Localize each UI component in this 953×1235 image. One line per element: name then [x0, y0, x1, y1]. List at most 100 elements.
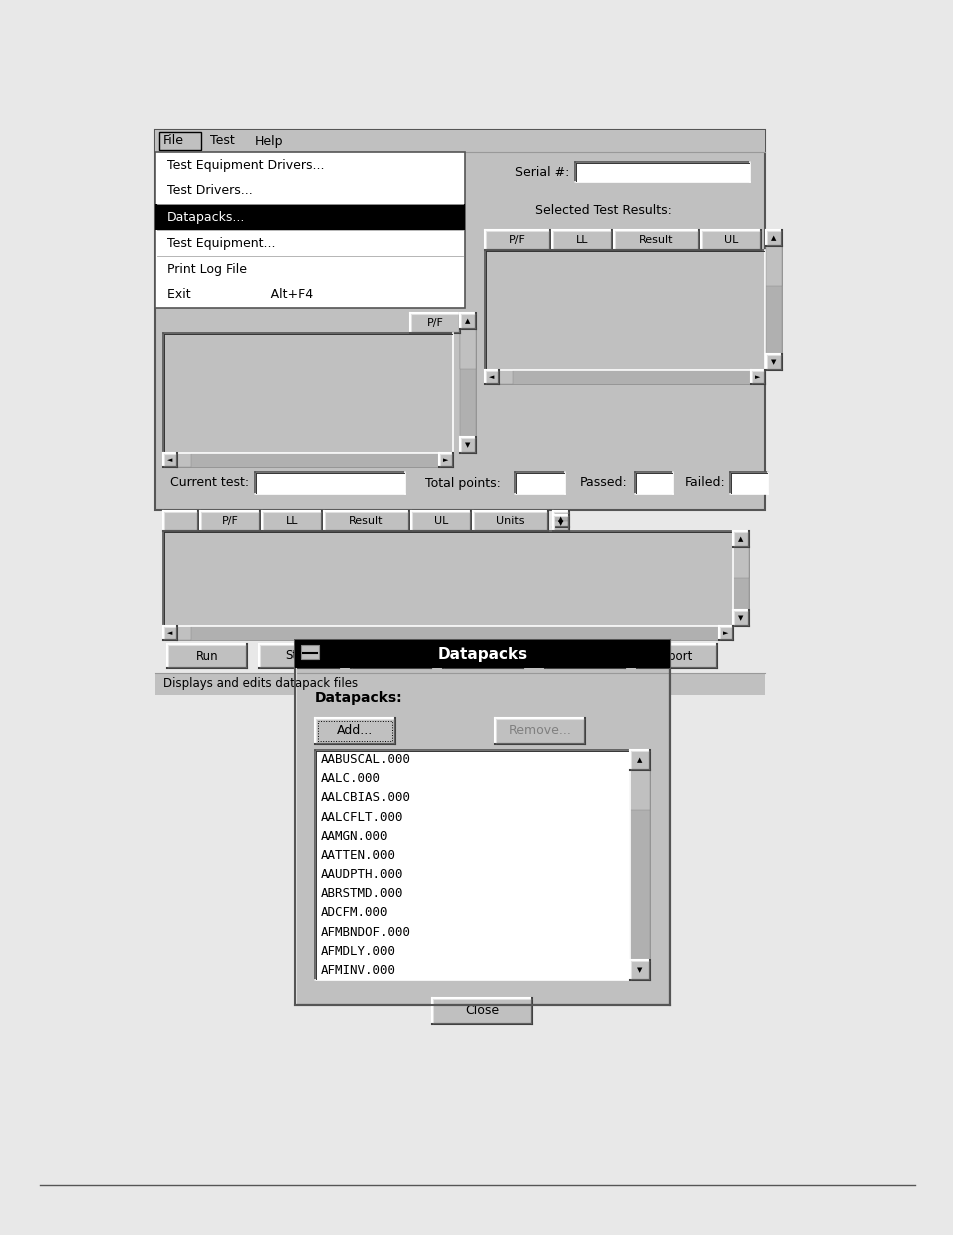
Bar	[351, 643, 431, 668]
Text: File: File	[163, 135, 184, 147]
Text: UL: UL	[723, 235, 738, 245]
Bar	[154, 673, 764, 695]
Bar	[765, 246, 781, 287]
Text: AAUDPTH.000: AAUDPTH.000	[320, 868, 403, 881]
Text: AFMBNDOF.000: AFMBNDOF.000	[320, 925, 411, 939]
Bar	[765, 230, 781, 246]
Bar	[629, 750, 649, 981]
Bar	[254, 472, 405, 494]
Bar	[732, 547, 748, 610]
Bar	[324, 511, 409, 531]
Text: Passed:: Passed:	[579, 477, 627, 489]
Bar	[200, 511, 260, 531]
Bar	[732, 531, 748, 626]
Bar	[553, 515, 568, 531]
Bar	[177, 453, 191, 467]
Bar	[729, 472, 767, 494]
Text: Test Equipment...: Test Equipment...	[167, 236, 275, 249]
Bar	[163, 453, 453, 467]
Text: AALC.000: AALC.000	[320, 772, 380, 785]
Bar	[553, 521, 568, 527]
Bar	[553, 511, 568, 527]
Text: AABUSCAL.000: AABUSCAL.000	[320, 753, 411, 766]
Bar	[614, 230, 699, 249]
Bar	[484, 230, 550, 249]
Bar	[473, 511, 547, 531]
Bar	[484, 370, 764, 384]
Text: LL: LL	[576, 235, 588, 245]
Text: Rerun: Rerun	[567, 650, 601, 662]
Bar	[700, 230, 760, 249]
Text: Datapacks: Datapacks	[437, 646, 527, 662]
Bar	[154, 152, 464, 308]
Bar	[459, 437, 476, 453]
Bar	[553, 511, 568, 531]
Text: Total points:: Total points:	[424, 477, 500, 489]
Text: Failed:: Failed:	[684, 477, 725, 489]
Bar	[553, 515, 568, 527]
Bar	[163, 531, 732, 626]
Text: ►: ►	[755, 374, 760, 380]
Text: Help: Help	[254, 135, 283, 147]
Text: Print Log File: Print Log File	[167, 263, 247, 275]
Bar	[484, 249, 764, 370]
Bar	[317, 721, 392, 741]
Bar	[732, 531, 748, 547]
Bar	[629, 769, 649, 810]
Text: Datapacks...: Datapacks...	[167, 210, 245, 224]
Text: ▲: ▲	[738, 536, 743, 542]
Text: ▼: ▼	[738, 615, 743, 621]
Bar	[314, 750, 629, 981]
Text: ◄: ◄	[167, 630, 172, 636]
Text: Restart: Restart	[369, 650, 412, 662]
Text: ►: ►	[443, 457, 448, 463]
Bar	[765, 230, 781, 370]
Text: P/F: P/F	[426, 317, 443, 329]
Text: ADCFM.000: ADCFM.000	[320, 906, 388, 919]
Bar	[294, 640, 669, 668]
Bar	[154, 204, 464, 230]
Bar	[432, 998, 532, 1024]
Text: AAMGN.000: AAMGN.000	[320, 830, 388, 842]
Text: P/F: P/F	[221, 516, 238, 526]
Bar	[154, 130, 764, 152]
Text: Result: Result	[639, 235, 673, 245]
Text: Add...: Add...	[336, 725, 373, 737]
Text: AALCFLT.000: AALCFLT.000	[320, 810, 403, 824]
Text: Serial #:: Serial #:	[515, 165, 569, 179]
Bar	[459, 329, 476, 437]
Bar	[167, 643, 247, 668]
Bar	[294, 640, 669, 1005]
Text: Close: Close	[465, 1004, 499, 1018]
Text: AATTEN.000: AATTEN.000	[320, 848, 395, 862]
Text: Current test:: Current test:	[170, 477, 249, 489]
Text: ▲: ▲	[558, 516, 563, 522]
Bar	[154, 130, 764, 510]
Text: Abort: Abort	[660, 650, 693, 662]
Text: Test Equipment Drivers...: Test Equipment Drivers...	[167, 158, 324, 172]
Bar	[442, 643, 522, 668]
Bar	[177, 626, 191, 640]
Text: Units: Units	[496, 516, 524, 526]
Bar	[765, 246, 781, 354]
Text: UL: UL	[434, 516, 448, 526]
Text: ▼: ▼	[637, 967, 642, 973]
Bar	[629, 960, 649, 981]
Bar	[575, 162, 749, 182]
Bar	[459, 329, 476, 369]
Text: Remove...: Remove...	[508, 725, 571, 737]
Text: AFMDLY.000: AFMDLY.000	[320, 945, 395, 958]
Bar	[163, 333, 453, 453]
Bar	[159, 132, 201, 149]
Text: ▲: ▲	[465, 317, 470, 324]
Bar	[629, 769, 649, 960]
Bar	[732, 610, 748, 626]
Bar	[258, 643, 338, 668]
Text: LL: LL	[286, 516, 298, 526]
Text: Displays and edits datapack files: Displays and edits datapack files	[163, 678, 357, 690]
Bar	[301, 645, 318, 659]
Bar	[515, 472, 564, 494]
Bar	[635, 472, 672, 494]
Bar	[484, 370, 498, 384]
Text: ▲: ▲	[637, 757, 642, 763]
